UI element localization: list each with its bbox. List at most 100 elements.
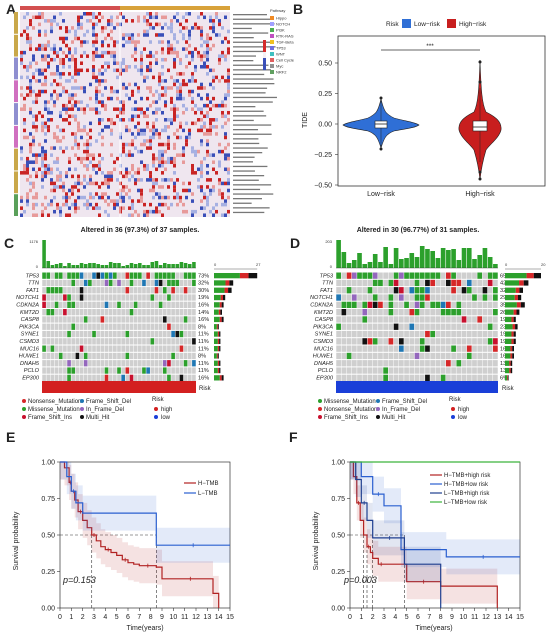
- mutation-cell: [42, 287, 46, 294]
- mutation-cell: [493, 287, 498, 294]
- mutation-cell: [71, 338, 76, 345]
- mutation-cell: [404, 374, 409, 381]
- mutation-cell: [154, 323, 159, 330]
- heatmap-cell: [155, 128, 158, 133]
- oncoplot-d-risk-high: high: [458, 407, 469, 413]
- mutation-cell: [179, 294, 184, 301]
- mutation-cell: [445, 367, 451, 374]
- heatmap-cell: [35, 128, 38, 133]
- heatmap-cell: [131, 199, 134, 203]
- mutation-cell: [388, 374, 394, 381]
- heatmap-cell: [152, 132, 155, 136]
- mutation-cell: [133, 338, 138, 345]
- heatmap-cell: [185, 82, 188, 87]
- heatmap-cell: [185, 47, 188, 51]
- heatmap-row-label: [233, 142, 260, 145]
- mutation-cell: [404, 367, 409, 374]
- heatmap-cell: [80, 26, 83, 30]
- mutation-cell: [477, 309, 483, 316]
- mutation-cell: [493, 301, 498, 308]
- heatmap-cell: [59, 82, 62, 87]
- tmb-bar: [92, 263, 96, 268]
- heatmap-cell: [26, 33, 29, 37]
- heatmap-cell: [20, 57, 23, 62]
- mutation-cell: [346, 345, 352, 352]
- mutation-cell: [113, 309, 117, 316]
- mutation-cell: [493, 367, 498, 374]
- gene-side-bar: [513, 338, 516, 344]
- heatmap-cell: [59, 206, 62, 210]
- heatmap-cell: [191, 199, 194, 203]
- mutation-cell: [63, 374, 67, 381]
- mutation-cell: [336, 272, 341, 279]
- heatmap-cell: [110, 54, 113, 58]
- mutation-cell: [419, 323, 425, 330]
- heatmap-cell: [44, 149, 47, 154]
- mutation-cell: [383, 338, 389, 345]
- heatmap-cell: [155, 181, 158, 186]
- mutation-cell: [108, 367, 113, 374]
- heatmap-cell: [41, 174, 44, 179]
- heatmap-cell: [131, 163, 134, 168]
- heatmap-row-label: [233, 92, 266, 94]
- heatmap-cell: [203, 61, 206, 66]
- heatmap-cell: [173, 195, 176, 200]
- heatmap-cell: [113, 107, 116, 111]
- heatmap-cell: [101, 72, 104, 76]
- heatmap-cell: [182, 202, 185, 207]
- mutation-cell: [357, 287, 362, 294]
- mutation-cell: [482, 272, 488, 279]
- gene-side-bar: [220, 294, 223, 301]
- heatmap-cell: [26, 86, 29, 90]
- mutation-cell: [83, 323, 88, 330]
- mutation-cell: [100, 294, 105, 301]
- heatmap-cell: [32, 26, 35, 30]
- heatmap-cell: [29, 149, 32, 154]
- heatmap-cell: [218, 19, 221, 23]
- mutation-cell: [158, 279, 163, 287]
- heatmap-cell: [200, 163, 203, 168]
- mutation-cell: [445, 301, 451, 308]
- heatmap-cell: [32, 121, 35, 126]
- mutation-cell: [456, 323, 462, 330]
- mutation-cell: [113, 323, 117, 330]
- heatmap-cell: [77, 68, 80, 73]
- heatmap-cell: [44, 82, 47, 87]
- heatmap-cell: [200, 128, 203, 133]
- tmb-bar: [388, 264, 394, 268]
- heatmap-cell: [80, 100, 83, 104]
- heatmap-cell: [167, 195, 170, 200]
- heatmap-cell: [110, 142, 113, 147]
- heatmap-cell: [212, 213, 215, 217]
- mutation-cell: [451, 279, 456, 287]
- heatmap-cell: [23, 128, 26, 133]
- mutation-cell: [67, 352, 71, 360]
- heatmap-cell: [68, 93, 71, 97]
- heatmap-cell: [101, 15, 104, 20]
- mutation-cell: [83, 352, 88, 360]
- mutation-cell: [50, 316, 55, 323]
- heatmap-cell: [41, 163, 44, 168]
- mutation-cell: [75, 330, 80, 338]
- heatmap-row-group: [14, 34, 18, 57]
- mutation-cell: [75, 367, 80, 374]
- oncoplot-d-title: Altered in 30 (96.77%) of 31 samples.: [357, 227, 480, 234]
- heatmap-cell: [140, 110, 143, 115]
- heatmap-cell: [224, 103, 227, 108]
- heatmap-cell: [206, 202, 209, 207]
- mutation-cell: [187, 367, 192, 374]
- mutation-cell: [187, 316, 192, 323]
- mutation-cell: [158, 323, 163, 330]
- heatmap-cell: [83, 202, 86, 207]
- mutation-cell: [137, 323, 142, 330]
- heatmap-cell: [44, 153, 47, 157]
- heatmap-cell: [35, 114, 38, 119]
- mutation-cell: [162, 287, 167, 294]
- mutation-cell: [430, 367, 436, 374]
- heatmap-row-label: [233, 179, 259, 181]
- heatmap-cell: [158, 96, 161, 101]
- gene-label: PIK3CA: [313, 324, 333, 330]
- mutation-cell: [414, 316, 420, 323]
- heatmap-cell: [170, 178, 173, 182]
- heatmap-cell: [206, 103, 209, 108]
